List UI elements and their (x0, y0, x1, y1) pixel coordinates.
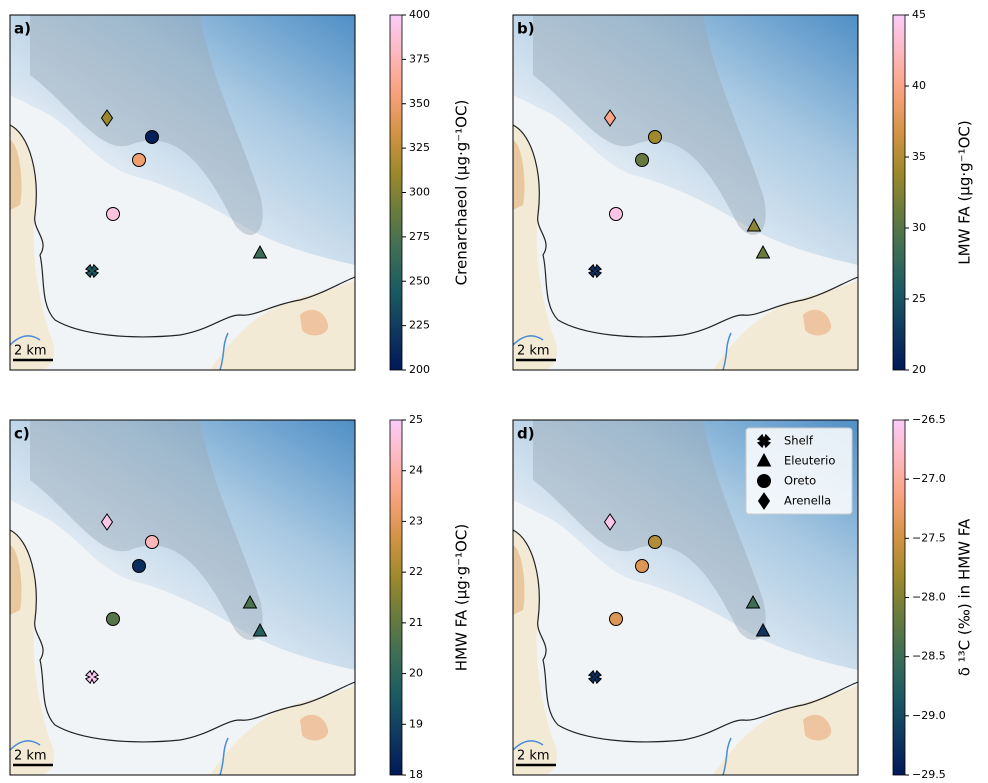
colorbar (893, 15, 905, 370)
legend-marker (758, 475, 771, 488)
basemap (10, 420, 355, 775)
basemap (10, 15, 355, 370)
site-marker (133, 154, 146, 167)
colorbar-tick-label: 24 (409, 464, 423, 477)
site-marker (107, 613, 120, 626)
colorbar-tick-label: 19 (409, 717, 423, 730)
colorbar-tick-label: −27.5 (912, 531, 946, 544)
colorbar-tick-label: −29.0 (912, 709, 946, 722)
legend-label: Eleuterio (784, 454, 835, 468)
colorbar-tick-label: 22 (409, 565, 423, 578)
colorbar-tick-label: 375 (409, 52, 430, 65)
colorbar-label: δ ¹³C (‰) in HMW FA (956, 518, 974, 676)
colorbar-tick-label: 25 (912, 292, 926, 305)
colorbar-label: HMW FA (μg·g⁻¹OC) (453, 524, 471, 671)
site-marker (636, 560, 649, 573)
site-marker (146, 536, 159, 549)
panel-label: b) (517, 20, 535, 38)
scale-text: 2 km (14, 344, 47, 359)
map-panel: b) 2 km (513, 15, 858, 370)
site-marker (649, 536, 662, 549)
legend-label: Oreto (784, 474, 816, 488)
colorbar-tick-label: 20 (912, 363, 926, 376)
colorbar-tick-label: 350 (409, 97, 430, 110)
colorbar-tick-label: 18 (409, 768, 423, 779)
colorbar-tick-label: 400 (409, 8, 430, 21)
colorbar-tick-label: 225 (409, 319, 430, 332)
site-marker (610, 208, 623, 221)
site-marker (133, 560, 146, 573)
colorbar-tick-label: 40 (912, 79, 926, 92)
colorbar-tick-label: −28.5 (912, 650, 946, 663)
colorbar-tick-label: −27.0 (912, 472, 946, 485)
colorbar-tick-label: 45 (912, 8, 926, 21)
colorbar-tick-label: 25 (409, 413, 423, 426)
figure: a) 2 km 200 225 250 275 300 325 350 375 400 Crenarc… (0, 0, 988, 779)
colorbar-label: Crenarchaeol (μg·g⁻¹OC) (453, 100, 471, 286)
colorbar-tick-label: 21 (409, 616, 423, 629)
colorbar (390, 15, 402, 370)
colorbar-tick-label: −26.5 (912, 413, 946, 426)
colorbar-tick-label: 20 (409, 667, 423, 680)
colorbar-label: LMW FA (μg·g⁻¹OC) (956, 120, 974, 264)
colorbar-tick-label: 275 (409, 230, 430, 243)
site-marker (610, 613, 623, 626)
site-marker (636, 154, 649, 167)
colorbar-tick-label: −28.0 (912, 591, 946, 604)
map-panel: a) 2 km (10, 15, 355, 370)
panel-label: c) (14, 425, 30, 443)
colorbar-tick-label: 300 (409, 186, 430, 199)
colorbar (390, 420, 402, 775)
colorbar (893, 420, 905, 775)
site-marker (107, 208, 120, 221)
scale-text: 2 km (517, 344, 550, 359)
colorbar-tick-label: 250 (409, 274, 430, 287)
colorbar-tick-label: 200 (409, 363, 430, 376)
scale-text: 2 km (14, 749, 47, 764)
colorbar-tick-label: 30 (912, 221, 926, 234)
panel-label: d) (517, 425, 535, 443)
site-marker (146, 131, 159, 144)
legend-label: Shelf (784, 434, 814, 448)
colorbar-tick-label: −29.5 (912, 768, 946, 779)
legend: Shelf Eleuterio Oreto Arenella (746, 428, 852, 514)
legend-label: Arenella (784, 494, 831, 508)
colorbar-tick-label: 35 (912, 150, 926, 163)
colorbar-tick-label: 23 (409, 514, 423, 527)
basemap (513, 15, 858, 370)
scale-text: 2 km (517, 749, 550, 764)
map-panel: c) 2 km (10, 420, 355, 775)
colorbar-tick-label: 325 (409, 141, 430, 154)
site-marker (649, 131, 662, 144)
panel-label: a) (14, 20, 31, 38)
